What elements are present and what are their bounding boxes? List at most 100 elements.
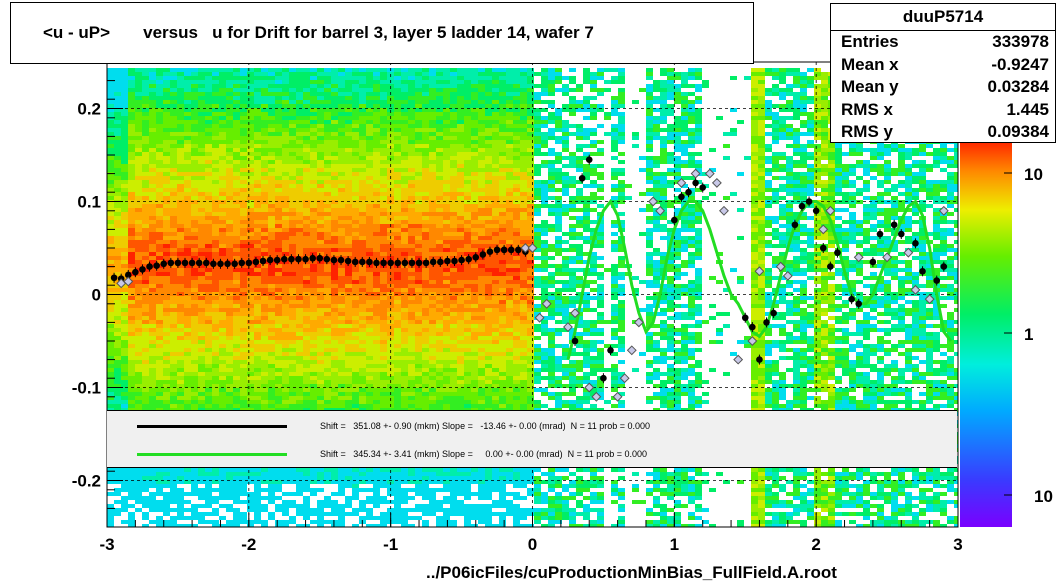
profile-point-black (805, 198, 813, 205)
profile-point-black (167, 259, 175, 267)
profile-point-black (798, 202, 806, 210)
y-tick-label: -0.2 (72, 472, 101, 491)
profile-markers (110, 154, 953, 402)
profile-point-gray (782, 270, 793, 281)
profile-point-gray (690, 168, 701, 179)
profile-point-black (309, 254, 316, 262)
profile-point-black (266, 256, 274, 264)
profile-point-black (288, 255, 295, 263)
stats-row: RMS y 0.09384 (841, 122, 1049, 141)
profile-point-black (323, 255, 331, 263)
profile-point-gray (520, 243, 531, 253)
color-scale-bar (960, 140, 1012, 527)
x-tick-label: -3 (99, 535, 114, 554)
y-tick-label: 0.1 (77, 193, 101, 212)
profile-point-black (515, 246, 522, 254)
profile-point-black (245, 259, 253, 267)
fit-legend: Shift = 351.08 +- 0.90 (mkm) Slope = -13… (107, 410, 957, 468)
profile-point-black (224, 260, 231, 268)
profile-point-gray (704, 168, 715, 179)
profile-point-black (188, 259, 196, 267)
profile-point-black (933, 277, 941, 284)
profile-point-black (685, 188, 692, 196)
profile-point-black (578, 174, 586, 182)
profile-point-black (444, 257, 451, 265)
profile-point-gray (775, 261, 786, 272)
profile-point-gray (655, 205, 666, 216)
profile-point-black (280, 255, 288, 263)
y-tick-label: 0 (92, 286, 101, 305)
profile-point-black (869, 258, 877, 266)
profile-point-gray (570, 308, 580, 319)
x-tick-label: 0 (528, 535, 537, 554)
profile-point-black (940, 263, 948, 270)
profile-point-gray (584, 382, 595, 393)
profile-point-black (202, 259, 210, 267)
profile-point-black (195, 259, 203, 267)
profile-point-black (429, 258, 437, 266)
stats-box: duuP5714 Entries 333978 Mean x -0.9247 Mea… (830, 3, 1056, 143)
profile-point-black (507, 246, 515, 254)
profile-point-black (912, 240, 919, 247)
profile-point-gray (853, 252, 864, 263)
profile-point-black (876, 230, 884, 238)
profile-point-black (380, 259, 387, 267)
profile-point-black (238, 259, 246, 267)
profile-point-black (139, 266, 146, 273)
profile-point-gray (591, 391, 602, 402)
profile-point-black (366, 258, 373, 266)
profile-point-black (437, 258, 444, 266)
profile-point-black (351, 258, 359, 266)
profile-point-black (749, 323, 756, 331)
profile-point-black (153, 262, 160, 269)
profile-point-black (571, 337, 579, 345)
profile-point-black (819, 244, 827, 252)
profile-point-black (451, 257, 458, 265)
profile-point-black (174, 259, 182, 267)
profile-point-black (500, 246, 508, 254)
profile-point-gray (563, 322, 573, 332)
z-tick-label: 10 (1034, 487, 1053, 506)
profile-point-gray (903, 247, 914, 258)
profile-point-black (422, 259, 430, 267)
profile-point-gray (882, 252, 893, 263)
profile-point-black (408, 259, 416, 267)
profile-point-black (479, 251, 487, 258)
profile-point-black (791, 221, 799, 229)
profile-point-black (295, 255, 302, 263)
profile-point-gray (123, 276, 134, 287)
legend-line-black (137, 425, 287, 428)
profile-point-black (465, 255, 472, 263)
y-tick-label: 0.2 (77, 100, 101, 119)
profile-point-black (763, 319, 770, 326)
profile-point-black (316, 254, 324, 262)
profile-point-black (848, 295, 855, 303)
profile-point-black (855, 300, 863, 308)
profile-point-gray (116, 278, 127, 289)
profile-point-black (181, 259, 189, 267)
profile-point-black (273, 256, 281, 264)
profile-point-black (897, 230, 905, 238)
profile-point-black (132, 268, 139, 276)
profile-point-black (146, 263, 153, 270)
profile-point-black (252, 258, 260, 266)
profile-point-black (302, 255, 309, 263)
profile-point-black (741, 314, 749, 322)
profile-point-gray (676, 177, 687, 188)
profile-point-gray (924, 294, 935, 305)
profile-point-black (373, 259, 380, 267)
profile-point-black (834, 249, 841, 256)
profile-point-black (330, 256, 338, 264)
profile-point-gray (719, 205, 729, 216)
stats-row: RMS x 1.445 (841, 99, 1049, 119)
profile-point-gray (612, 391, 623, 402)
profile-point-black (110, 274, 118, 282)
z-tick-label: 10 (1024, 165, 1043, 184)
y-tick-label: -0.1 (72, 379, 101, 398)
profile-point-black (337, 256, 345, 264)
profile-point-black (472, 253, 480, 261)
profile-point-gray (818, 224, 829, 235)
profile-point-black (600, 374, 607, 382)
profile-point-gray (527, 243, 538, 253)
